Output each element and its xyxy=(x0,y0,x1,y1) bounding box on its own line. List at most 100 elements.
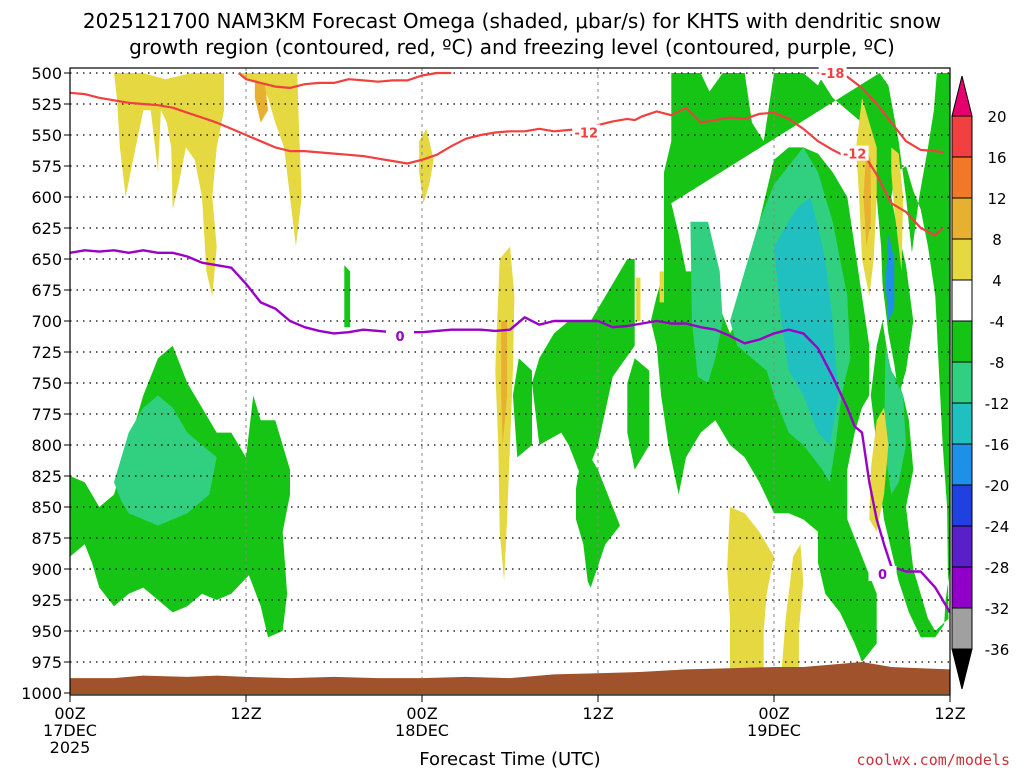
contour-label-bg-2 xyxy=(840,145,869,161)
colorbar-label-8: -16 xyxy=(985,436,1010,454)
colorbar-swatch-7 xyxy=(951,361,973,404)
colorbar-top-arrow xyxy=(951,75,973,117)
y-tick-label-550: 550 xyxy=(31,126,62,145)
y-tick-label-500: 500 xyxy=(31,64,62,83)
colorbar-label-9: -20 xyxy=(985,477,1010,495)
colorbar-label-11: -28 xyxy=(985,559,1010,577)
y-tick-label-750: 750 xyxy=(31,374,62,393)
colorbar-swatch-13 xyxy=(951,607,973,650)
y-tick-label-600: 600 xyxy=(31,188,62,207)
x-tick-year-0: 2025 xyxy=(50,738,91,757)
terrain-fill xyxy=(70,662,950,695)
colorbar-label-10: -24 xyxy=(985,518,1010,536)
contour-label-0: -18 xyxy=(821,67,845,82)
contour-label-bg-1 xyxy=(572,124,601,140)
omega-region-pos4-16 xyxy=(419,128,434,204)
omega-region-pos4-21 xyxy=(727,507,774,675)
colorbar-label-7: -12 xyxy=(985,395,1010,413)
omega-region-pos4-22 xyxy=(781,544,804,675)
y-tick-label-900: 900 xyxy=(31,560,62,579)
contour-labels: -18 -12 -12 0 0 xyxy=(386,65,897,583)
y-tick-label-950: 950 xyxy=(31,622,62,641)
omega-region-pos4-19 xyxy=(636,277,641,321)
y-tick-label-800: 800 xyxy=(31,436,62,455)
colorbar-label-13: -36 xyxy=(985,641,1010,659)
colorbar-swatch-3 xyxy=(951,197,973,240)
contour-label-1: -12 xyxy=(575,127,599,142)
y-tick-label-575: 575 xyxy=(31,157,62,176)
x-tick-label-2: 00Z xyxy=(406,704,437,723)
colorbar-bottom-arrow xyxy=(951,648,973,690)
y-tick-label-775: 775 xyxy=(31,405,62,424)
omega-region-pos8-24 xyxy=(863,147,871,247)
colorbar-label-6: -8 xyxy=(990,354,1005,372)
colorbar-swatch-4 xyxy=(951,238,973,281)
y-tick-label-825: 825 xyxy=(31,467,62,486)
colorbar-label-3: 8 xyxy=(992,231,1002,249)
colorbar-label-0: 20 xyxy=(987,108,1006,126)
omega-region-pos4-26 xyxy=(891,147,904,272)
plot-area xyxy=(70,68,950,695)
colorbar-label-2: 12 xyxy=(987,190,1006,208)
colorbar-swatch-12 xyxy=(951,566,973,609)
omega-region-neg8-10 xyxy=(690,221,723,383)
freezing-level-contour xyxy=(70,249,950,614)
x-tick-label-1: 12Z xyxy=(230,704,261,723)
terrain xyxy=(70,662,950,695)
y-tick-label-850: 850 xyxy=(31,498,62,517)
omega-region-neg4-2 xyxy=(344,265,351,328)
x-tick-label-0: 00Z xyxy=(54,704,85,723)
y-tick-label-700: 700 xyxy=(31,312,62,331)
colorbar: 20 16 12 8 4 -4 -8 -12 -16 -20 -24 -28 -32 -36 xyxy=(951,75,1010,690)
colorbar-label-5: -4 xyxy=(990,313,1005,331)
y-tick-label-675: 675 xyxy=(31,281,62,300)
omega-region-neg8-1 xyxy=(114,395,217,526)
x-tick-date-2: 18DEC xyxy=(395,721,449,740)
omega-region-neg4-6 xyxy=(627,358,650,470)
colorbar-swatch-8 xyxy=(951,402,973,445)
colorbar-swatch-1 xyxy=(951,115,973,158)
x-tick-label-3: 12Z xyxy=(582,704,613,723)
contour-label-4: 0 xyxy=(878,568,887,583)
y-tick-label-650: 650 xyxy=(31,250,62,269)
omega-region-pos4-14 xyxy=(238,73,302,247)
colorbar-label-1: 16 xyxy=(987,149,1006,167)
y-tick-label-625: 625 xyxy=(31,219,62,238)
colorbar-swatch-5 xyxy=(951,279,973,322)
omega-region-neg4-3 xyxy=(532,259,635,483)
contour-label-bg-4 xyxy=(868,565,897,581)
dgz-contour-minus12 xyxy=(70,91,944,237)
credit-text: coolwx.com/models xyxy=(856,751,1010,768)
colorbar-swatch-11 xyxy=(951,525,973,568)
plot-frame xyxy=(69,67,951,696)
x-tick-label-5: 12Z xyxy=(934,704,965,723)
y-tick-label-725: 725 xyxy=(31,343,62,362)
y-axis: 500 525 550 575 600 625 650 675 700 725 750 775 800 8… xyxy=(21,64,70,703)
chart-title-line1: 2025121700 NAM3KM Forecast Omega (shaded… xyxy=(83,9,941,33)
omega-region-neg4-4 xyxy=(512,358,532,458)
y-tick-label-875: 875 xyxy=(31,529,62,548)
colorbar-swatch-6 xyxy=(951,320,973,363)
contour-label-3: 0 xyxy=(395,330,404,345)
y-tick-label-975: 975 xyxy=(31,653,62,672)
y-tick-label-525: 525 xyxy=(31,95,62,114)
x-tick-date-4: 19DEC xyxy=(747,721,801,740)
contour-label-bg-3 xyxy=(386,327,414,343)
y-tick-label-925: 925 xyxy=(31,591,62,610)
y-tick-label-1000: 1000 xyxy=(21,684,62,703)
omega-region-pos4-20 xyxy=(659,271,664,303)
contour-lines xyxy=(70,71,950,614)
colorbar-label-12: -32 xyxy=(985,600,1010,618)
colorbar-label-4: 4 xyxy=(992,272,1002,290)
x-tick-date-0: 17DEC xyxy=(43,721,97,740)
x-tick-label-4: 00Z xyxy=(758,704,789,723)
omega-region-neg12-9 xyxy=(774,197,839,445)
chart-title-line2: growth region (contoured, red, ºC) and f… xyxy=(129,35,895,59)
colorbar-swatch-9 xyxy=(951,443,973,486)
colorbar-swatch-10 xyxy=(951,484,973,527)
omega-region-pos4-13 xyxy=(114,73,224,297)
contour-label-2: -12 xyxy=(843,148,867,163)
